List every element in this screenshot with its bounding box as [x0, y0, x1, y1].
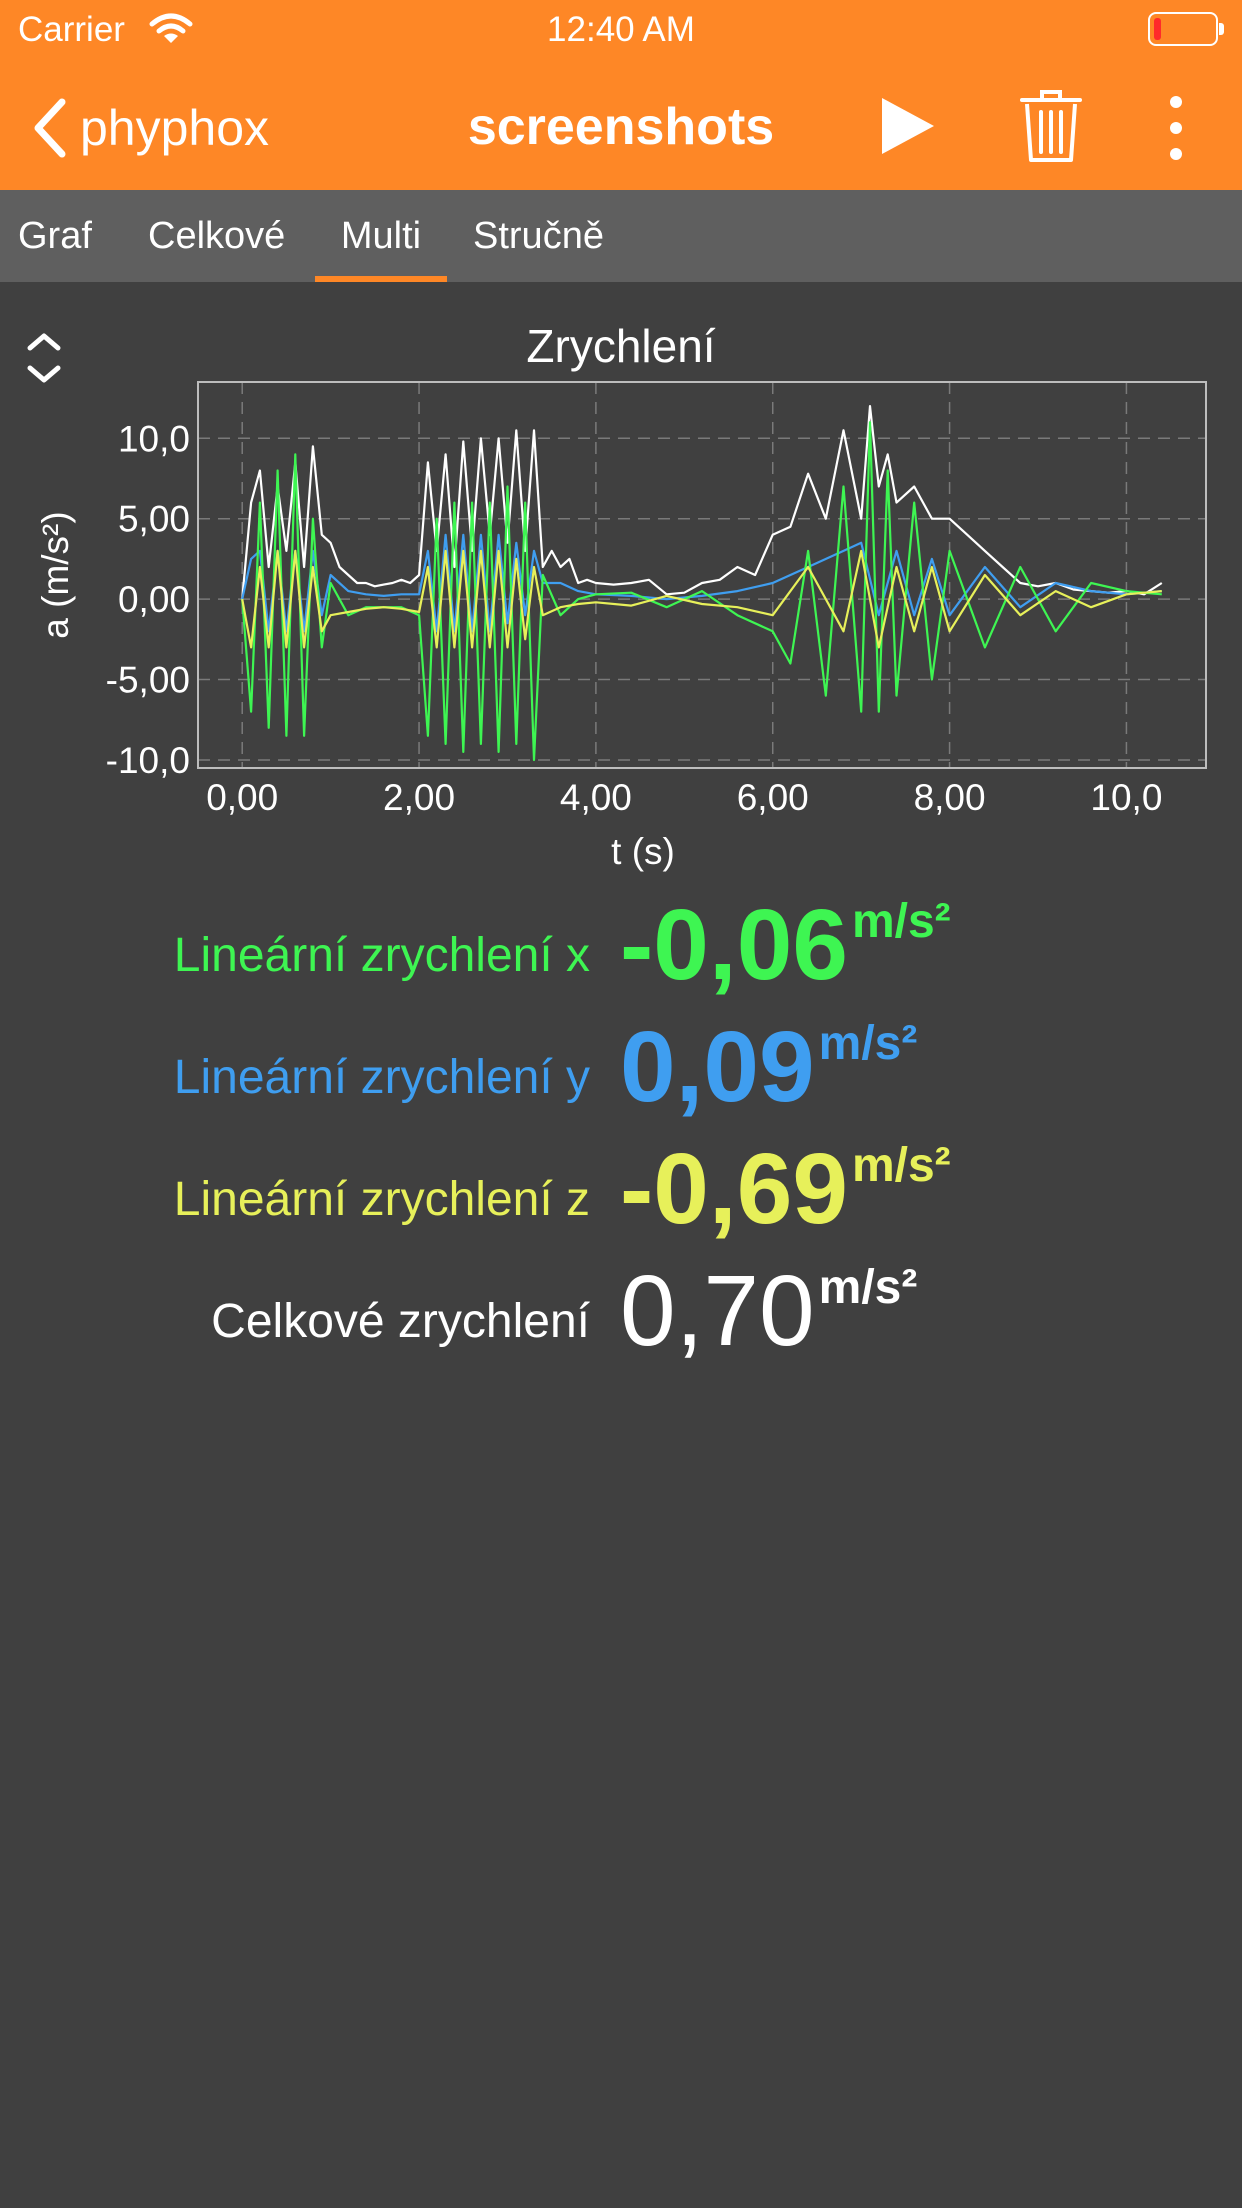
tab-bar: Graf Celkové Multi Stručně — [0, 190, 1242, 282]
linear-accel-x-label: Lineární zrychlení x — [173, 929, 590, 982]
y-tick-label: 0,00 — [118, 579, 190, 620]
linear-accel-z-value-group: -0,69m/s² — [620, 1134, 951, 1244]
linear-accel-y-label: Lineární zrychlení y — [173, 1051, 590, 1104]
x-tick-label: 8,00 — [914, 777, 986, 818]
tab-strucne[interactable]: Stručně — [473, 215, 604, 257]
back-button[interactable]: phyphox — [30, 88, 269, 168]
more-vertical-icon[interactable] — [1160, 92, 1192, 164]
back-button-label: phyphox — [80, 100, 270, 156]
linear-accel-x-row: Lineární zrychlení x -0,06m/s² — [0, 880, 1242, 1000]
graph-title: Zrychlení — [526, 320, 716, 372]
linear-accel-x-unit: m/s² — [851, 895, 951, 948]
linear-accel-y-row: Lineární zrychlení y 0,09m/s² — [0, 1002, 1242, 1122]
battery-icon — [1148, 12, 1224, 46]
x-tick-label: 0,00 — [206, 777, 278, 818]
linear-accel-z-unit: m/s² — [851, 1139, 951, 1192]
y-tick-label: 10,0 — [118, 418, 190, 459]
x-tick-label: 4,00 — [560, 777, 632, 818]
carrier-label: Carrier — [18, 10, 125, 49]
linear-accel-x-series — [241, 421, 1162, 762]
linear-accel-x-value: -0,06 — [620, 889, 848, 1001]
y-tick-label: 5,00 — [118, 499, 190, 540]
total-accel-value-group: 0,70m/s² — [620, 1256, 917, 1366]
total-accel-unit: m/s² — [818, 1261, 918, 1314]
linear-accel-z-series — [241, 549, 1162, 649]
x-tick-label: 6,00 — [737, 777, 809, 818]
x-tick-label: 10,0 — [1090, 777, 1162, 818]
x-tick-label: 2,00 — [383, 777, 455, 818]
x-axis-label: t (s) — [611, 831, 675, 872]
plot-frame — [197, 381, 1207, 769]
linear-accel-x-value-group: -0,06m/s² — [620, 890, 951, 1000]
wifi-icon — [149, 13, 193, 43]
acceleration-chart[interactable]: 0,00 2,00 4,00 6,00 8,00 10,0 10,0 5,00 0,00 -5,0… — [0, 370, 1242, 880]
linear-accel-y-value: 0,09 — [620, 1011, 815, 1123]
active-tab-indicator — [315, 276, 447, 282]
y-tick-label: -10,0 — [106, 740, 190, 781]
tab-graf[interactable]: Graf — [18, 215, 92, 257]
navigation-bar: Carrier 12:40 AM phyphox screenshots — [0, 0, 1242, 190]
total-accel-row: Celkové zrychlení 0,70m/s² — [0, 1246, 1242, 1366]
expand-collapse-icon[interactable] — [24, 326, 64, 390]
linear-accel-z-value: -0,69 — [620, 1133, 848, 1245]
total-accel-value: 0,70 — [620, 1255, 815, 1367]
y-tick-label: -5,00 — [106, 660, 190, 701]
linear-accel-y-unit: m/s² — [818, 1017, 918, 1070]
trash-icon[interactable] — [1020, 88, 1082, 164]
linear-accel-z-label: Lineární zrychlení z — [173, 1173, 590, 1226]
linear-accel-z-row: Lineární zrychlení z -0,69m/s² — [0, 1124, 1242, 1244]
total-accel-series — [241, 404, 1163, 600]
status-time: 12:40 AM — [547, 10, 695, 49]
chevron-left-icon — [34, 98, 66, 158]
linear-accel-y-value-group: 0,09m/s² — [620, 1012, 917, 1122]
play-icon[interactable] — [878, 96, 938, 156]
tab-celkove[interactable]: Celkové — [148, 215, 286, 257]
tab-multi[interactable]: Multi — [340, 215, 422, 257]
total-accel-label: Celkové zrychlení — [211, 1295, 590, 1348]
y-axis-label: a (m/s²) — [35, 511, 76, 638]
